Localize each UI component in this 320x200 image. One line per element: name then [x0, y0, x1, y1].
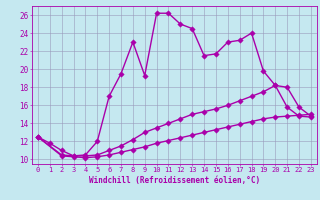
X-axis label: Windchill (Refroidissement éolien,°C): Windchill (Refroidissement éolien,°C): [89, 176, 260, 185]
